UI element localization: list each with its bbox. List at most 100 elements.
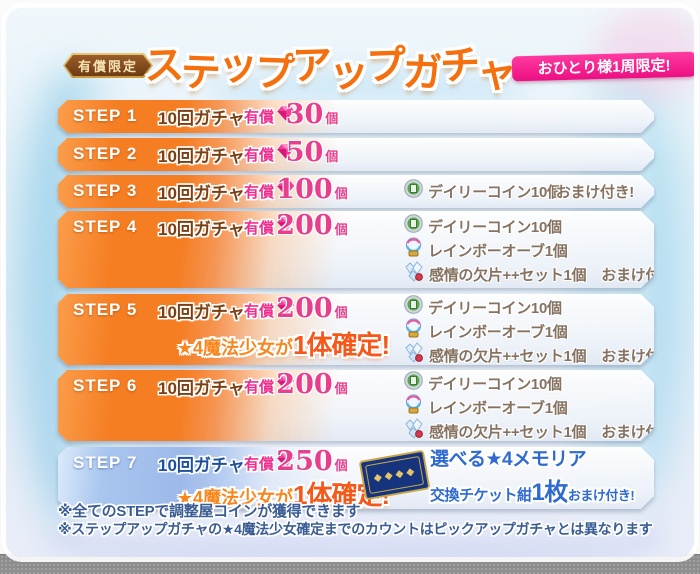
step-number-label: STEP 7 [73, 453, 138, 472]
paid-gem-icon [276, 299, 296, 321]
amount-unit: 個 [334, 186, 348, 201]
amount-number: 30 [285, 99, 324, 130]
amount-number: 250 [276, 446, 333, 477]
paid-label: 有償 [244, 108, 275, 126]
amount-unit: 個 [334, 458, 348, 473]
rainbow-orb-icon [404, 394, 423, 420]
amount-unit: 個 [334, 222, 348, 237]
amount: 30 個 [254, 100, 370, 132]
banner-card: 有償限定 ステップアップガチャ おひとり様1周限定! STEP 1 10回ガチャ… [6, 8, 694, 557]
emotion-fragment-icon [404, 418, 424, 444]
paid-label: 有償 [244, 302, 275, 320]
paid-label: 有償 [244, 183, 275, 201]
gacha-count-label: 10回ガチャ [158, 455, 245, 475]
bonus-list: デイリーコイン10個 レインボーオーブ1個 感情の欠片++セット1個 おまけ付き… [404, 214, 679, 286]
ticket-bonus-text: 選べる★4メモリア 交換チケット紺 1枚 おまけ付き! [430, 448, 656, 507]
rainbow-orb-icon [404, 237, 423, 263]
step-row: STEP 6 10回ガチャ 有償 200 個 デイリーコイン10個 [58, 370, 654, 441]
paid-tag: 有償 [244, 211, 296, 243]
bonus-item-label: 感情の欠片++セット1個 [429, 347, 587, 365]
ticket-bonus-line2-suffix: おまけ付き! [567, 488, 635, 503]
ticket-bonus-line1: 選べる★4メモリア [430, 449, 587, 470]
amount: 100 個 [254, 175, 370, 207]
step-number-label: STEP 3 [73, 181, 138, 200]
step-row: STEP 3 10回ガチャ 有償 100 個 デイリーコイン10個 [58, 175, 654, 208]
paid-gem-icon [276, 375, 296, 397]
paid-tag: 有償 [244, 138, 296, 170]
once-per-person-ribbon: おひとり様1周限定! [511, 51, 694, 82]
paid-tag: 有償 [244, 100, 296, 132]
step-row: STEP 5 10回ガチャ 有償 200 個 ★4魔法少女が 1体確定! [58, 294, 654, 365]
gacha-count-label: 10回ガチャ [158, 146, 245, 166]
paid-gem-icon [276, 216, 296, 238]
omake-label: おまけ付き! [555, 183, 634, 201]
paid-label: 有償 [244, 378, 275, 396]
step-number-label: STEP 6 [73, 376, 138, 395]
amount-unit: 個 [325, 149, 339, 164]
ticket-bonus-line2-count: 1枚 [531, 479, 568, 506]
amount-number: 50 [285, 137, 324, 168]
gacha-count-label: 10回ガチャ [158, 108, 245, 128]
amount: 250 個 [254, 447, 370, 479]
paid-gem-icon [276, 105, 296, 127]
footnote-1: ※全てのSTEPで調整屋コインが獲得できます [58, 503, 361, 520]
paid-tag: 有償 [244, 175, 296, 207]
amount: 50 個 [254, 138, 370, 170]
star4-guarantee: ★4魔法少女が 1体確定! [153, 325, 413, 362]
star4-guarantee: ★4魔法少女が 1体確定! [153, 475, 413, 512]
guarantee-text-small: ★4魔法少女が [176, 338, 294, 358]
daily-coin-icon [404, 295, 423, 319]
bonus-item-label: 感情の欠片++セット1個 [429, 266, 587, 284]
amount-number: 200 [276, 210, 333, 241]
bonus-item-label: デイリーコイン10個 [428, 183, 562, 201]
paid-label: 有償 [244, 219, 275, 237]
daily-coin-icon [404, 179, 423, 203]
paid-only-badge: 有償限定 [63, 53, 153, 78]
paid-gem-icon [276, 180, 296, 202]
step-row: STEP 1 10回ガチャ 有償 30 個 [58, 100, 654, 133]
step-number-label: STEP 2 [73, 144, 138, 163]
bonus-item-label: レインボーオーブ1個 [428, 242, 568, 260]
daily-coin-icon [404, 214, 423, 238]
amount: 200 個 [254, 211, 370, 243]
bonus-list: デイリーコイン10個 レインボーオーブ1個 感情の欠片++セット1個 おまけ付き… [404, 295, 679, 367]
ticket-bonus-line2: 交換チケット紺 1枚 おまけ付き! [430, 472, 656, 507]
bonus-item-label: レインボーオーブ1個 [428, 323, 568, 341]
paid-gem-icon [276, 452, 296, 474]
footnote-2: ※ステップアップガチャの★4魔法少女確定までのカウントはピックアップガチャとは異… [58, 521, 653, 537]
ticket-bonus-line2-prefix: 交換チケット紺 [430, 487, 532, 504]
bottom-texture-bar [0, 554, 700, 574]
paid-label: 有償 [244, 455, 275, 473]
amount-unit: 個 [334, 381, 348, 396]
guarantee-text-big: 1体確定! [293, 330, 390, 360]
gacha-count-label: 10回ガチャ [158, 302, 245, 322]
bonus-item-label: デイリーコイン10個 [428, 299, 562, 317]
step-number-label: STEP 1 [73, 106, 138, 125]
bonus-item-label: レインボーオーブ1個 [428, 399, 568, 417]
bonus-list: デイリーコイン10個 [404, 179, 562, 203]
step-row: STEP 2 10回ガチャ 有償 50 個 [58, 138, 654, 171]
step-number-label: STEP 4 [73, 217, 138, 236]
amount-number: 200 [276, 369, 333, 400]
daily-coin-icon [404, 371, 423, 395]
paid-tag: 有償 [244, 294, 296, 326]
amount-number: 200 [276, 293, 333, 324]
paid-label: 有償 [244, 146, 275, 164]
step-list: STEP 1 10回ガチャ 有償 30 個 STEP 2 [58, 100, 654, 540]
page-title: ステップアップガチャ [142, 43, 515, 96]
emotion-fragment-icon [404, 342, 424, 368]
amount-number: 100 [276, 174, 333, 205]
amount-unit: 個 [325, 111, 339, 126]
paid-only-badge-bg [65, 55, 151, 76]
bonus-item-label: デイリーコイン10個 [428, 218, 562, 236]
paid-tag: 有償 [244, 447, 296, 479]
bonus-item-label: デイリーコイン10個 [428, 375, 562, 393]
rainbow-orb-icon [404, 318, 423, 344]
bonus-item-label: 感情の欠片++セット1個 [429, 423, 587, 441]
step-row: STEP 4 10回ガチャ 有償 200 個 デイリーコイン10個 [58, 211, 654, 288]
gacha-count-label: 10回ガチャ [158, 378, 245, 398]
paid-gem-icon [276, 143, 296, 165]
step-number-label: STEP 5 [73, 300, 138, 319]
emotion-fragment-icon [404, 261, 424, 287]
